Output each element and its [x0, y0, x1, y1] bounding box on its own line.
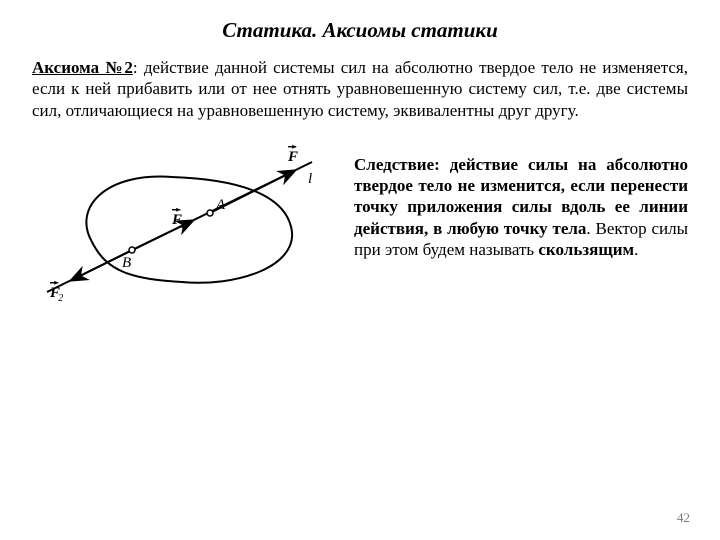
svg-text:2: 2 [58, 293, 63, 304]
axiom-paragraph: Аксиома №2: действие данной системы сил … [32, 57, 688, 121]
corollary-period: . [634, 240, 638, 259]
label-b: B [122, 255, 131, 271]
corollary-paragraph: Следствие: действие силы на абсолютно тв… [354, 154, 688, 260]
label-l: l [308, 171, 312, 187]
label-f1: F1 [171, 208, 185, 231]
force-diagram: A B F F1 F2 l [32, 137, 332, 317]
corollary-sliding: скользящим [538, 240, 634, 259]
page-title: Статика. Аксиомы статики [32, 18, 688, 43]
page-number: 42 [677, 510, 690, 526]
label-a: A [215, 197, 226, 213]
corollary-lead: Следствие [354, 155, 434, 174]
point-a [207, 210, 213, 216]
label-f: F [287, 145, 298, 165]
axiom-lead: Аксиома №2 [32, 58, 133, 77]
svg-text:1: 1 [180, 220, 185, 231]
point-b [129, 247, 135, 253]
content-row: A B F F1 F2 l Следствие: действие силы н… [32, 137, 688, 317]
svg-text:F: F [287, 149, 298, 165]
rigid-body-outline [86, 176, 292, 282]
diagram-container: A B F F1 F2 l [32, 137, 332, 317]
